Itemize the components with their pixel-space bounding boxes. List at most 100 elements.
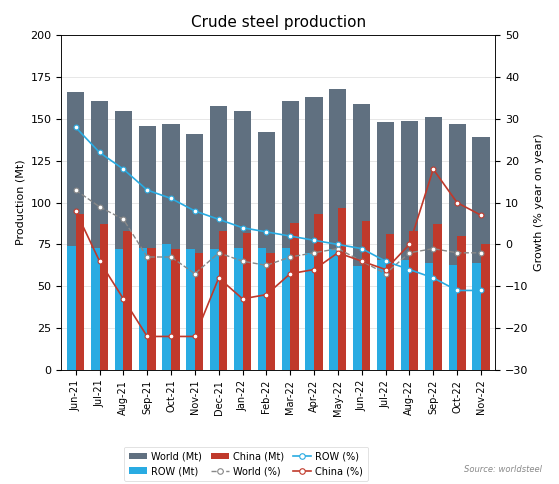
Bar (338, 208, 347, 370)
ROW (%) (96, 150, 103, 155)
World (%) (287, 254, 293, 260)
Bar (290, 223, 299, 370)
Bar (163, 124, 179, 370)
Bar (243, 233, 251, 370)
Bar (472, 137, 490, 370)
Bar (75, 214, 84, 370)
ROW (%) (311, 237, 318, 243)
China (%) (120, 296, 127, 302)
Bar (401, 259, 409, 370)
Bar (457, 236, 466, 370)
Bar (234, 248, 243, 370)
Bar (258, 248, 267, 370)
World (%) (430, 246, 437, 252)
Bar (448, 124, 466, 370)
World (%) (382, 271, 389, 277)
ROW (%) (454, 287, 461, 293)
ROW (%) (287, 233, 293, 239)
Bar (115, 249, 124, 370)
ROW (%) (477, 287, 484, 293)
Bar (401, 121, 418, 370)
China (%) (168, 333, 174, 339)
China (%) (382, 267, 389, 272)
Bar (147, 248, 156, 370)
Bar (258, 132, 275, 370)
World (%) (168, 254, 174, 260)
World (%) (144, 254, 150, 260)
ROW (%) (430, 275, 437, 281)
World (%) (72, 187, 79, 193)
World (%) (239, 258, 246, 264)
China (%) (215, 275, 222, 281)
China (%) (192, 333, 198, 339)
Bar (377, 259, 386, 370)
ROW (%) (72, 124, 79, 130)
Bar (186, 134, 203, 370)
ROW (%) (358, 246, 365, 252)
ROW (%) (215, 216, 222, 222)
ROW (%) (120, 166, 127, 172)
Bar (305, 253, 314, 370)
ROW (%) (263, 229, 270, 235)
World (%) (358, 258, 365, 264)
China (%) (72, 208, 79, 214)
Bar (377, 122, 394, 370)
World (%) (192, 271, 198, 277)
Bar (481, 244, 490, 370)
Bar (329, 249, 338, 370)
World (%) (311, 250, 318, 256)
ROW (%) (239, 225, 246, 230)
Bar (362, 221, 370, 370)
Bar (329, 89, 347, 370)
Bar (186, 249, 195, 370)
China (%) (334, 250, 341, 256)
China (%) (430, 166, 437, 172)
Bar (67, 246, 75, 370)
World (%) (477, 250, 484, 256)
ROW (%) (192, 208, 198, 214)
China (%) (454, 200, 461, 206)
China (%) (144, 333, 150, 339)
Bar (282, 248, 290, 370)
Bar (433, 225, 442, 370)
ROW (%) (382, 258, 389, 264)
Bar (282, 101, 299, 370)
China (%) (239, 296, 246, 302)
ROW (%) (334, 242, 341, 247)
World (%) (215, 250, 222, 256)
Bar (472, 263, 481, 370)
Line: China (%): China (%) (73, 166, 484, 339)
Bar (234, 111, 251, 370)
Bar (267, 253, 275, 370)
Bar (163, 244, 171, 370)
China (%) (287, 271, 293, 277)
Bar (115, 111, 132, 370)
Bar (124, 231, 132, 370)
Bar (195, 253, 203, 370)
China (%) (358, 258, 365, 264)
Bar (91, 101, 108, 370)
World (%) (334, 246, 341, 252)
China (%) (477, 212, 484, 218)
Bar (448, 265, 457, 370)
Bar (67, 92, 84, 370)
Bar (100, 225, 108, 370)
World (%) (120, 216, 127, 222)
Bar (409, 231, 418, 370)
Bar (305, 97, 323, 370)
Line: World (%): World (%) (73, 188, 484, 276)
ROW (%) (168, 196, 174, 201)
Y-axis label: Production (Mt): Production (Mt) (15, 160, 25, 245)
Y-axis label: Growth (% year on year): Growth (% year on year) (534, 134, 544, 272)
China (%) (96, 258, 103, 264)
Text: Source: worldsteel: Source: worldsteel (464, 465, 542, 474)
World (%) (454, 250, 461, 256)
ROW (%) (144, 187, 150, 193)
China (%) (311, 267, 318, 272)
Bar (171, 249, 179, 370)
Bar (210, 249, 219, 370)
Bar (210, 106, 228, 370)
Bar (314, 214, 323, 370)
Bar (91, 248, 100, 370)
Bar (425, 263, 433, 370)
